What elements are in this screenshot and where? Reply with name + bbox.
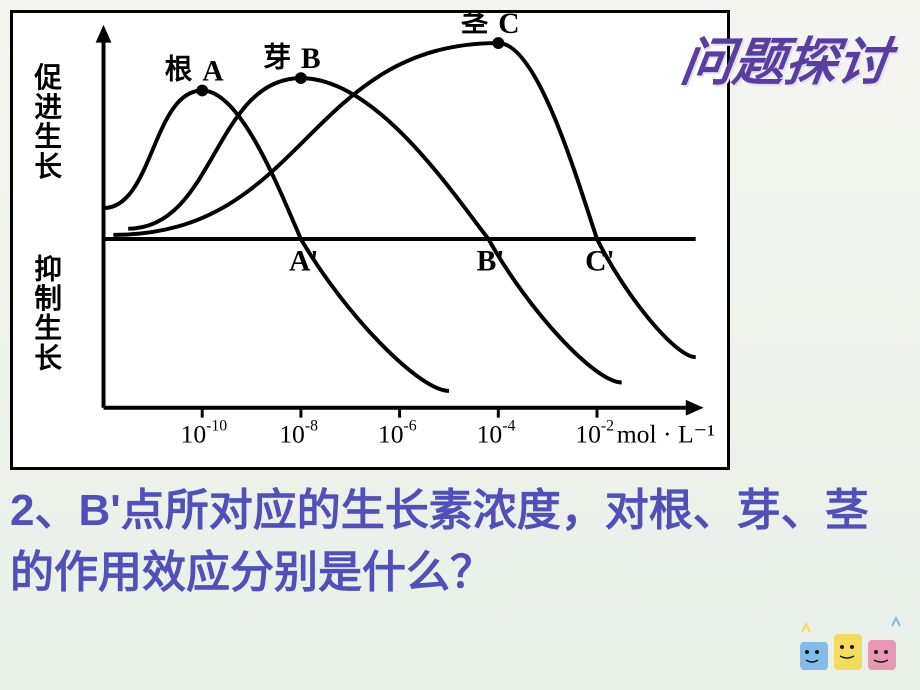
x-tick-label: 10-6 xyxy=(378,417,417,448)
x-axis-arrow xyxy=(686,400,704,416)
x-tick-label: 10-4 xyxy=(477,417,516,448)
curve-label-en-root: A xyxy=(202,56,224,88)
y-axis-upper-label: 进 xyxy=(34,92,62,123)
y-axis-lower-label: 生 xyxy=(34,313,62,344)
y-axis-arrow xyxy=(96,25,112,43)
question-number: 2、 xyxy=(10,486,78,535)
curve-label-cn-root: 根 xyxy=(165,54,193,85)
y-axis-lower-label: 长 xyxy=(34,342,62,373)
x-unit-label: mol · L⁻¹ xyxy=(617,419,715,448)
curve-label-cn-bud: 芽 xyxy=(263,41,291,72)
y-axis-lower-label: 抑 xyxy=(34,253,62,284)
question-body: B'点所对应的生长素浓度，对根、芽、茎的作用效应分别是什么？ xyxy=(10,486,869,597)
zero-cross-label-stem: C' xyxy=(585,246,615,278)
auxin-response-chart: 促进生长抑制生长10-1010-810-610-410-2mol · L⁻¹根A… xyxy=(10,10,730,470)
zero-cross-label-bud: B' xyxy=(477,246,505,278)
y-axis-upper-label: 生 xyxy=(34,121,62,152)
x-tick-label: 10-8 xyxy=(279,417,318,448)
curve-label-en-bud: B xyxy=(301,43,321,75)
x-tick-label: 10-10 xyxy=(181,417,228,448)
x-tick-label: 10-2 xyxy=(575,417,614,448)
y-axis-lower-label: 制 xyxy=(34,283,62,314)
y-axis-upper-label: 促 xyxy=(33,62,62,93)
curve-label-cn-stem: 茎 xyxy=(461,13,489,37)
question-text: 2、B'点所对应的生长素浓度，对根、芽、茎的作用效应分别是什么？ xyxy=(10,480,910,603)
corner-decoration xyxy=(792,612,912,682)
y-axis-upper-label: 长 xyxy=(34,151,62,182)
curve-label-en-stem: C xyxy=(498,13,519,40)
zero-cross-label-root: A' xyxy=(289,246,319,278)
corner-decoration-svg xyxy=(792,612,912,682)
chart-svg: 促进生长抑制生长10-1010-810-610-410-2mol · L⁻¹根A… xyxy=(13,13,727,467)
decorative-header-title: 问题探讨 xyxy=(677,20,896,95)
